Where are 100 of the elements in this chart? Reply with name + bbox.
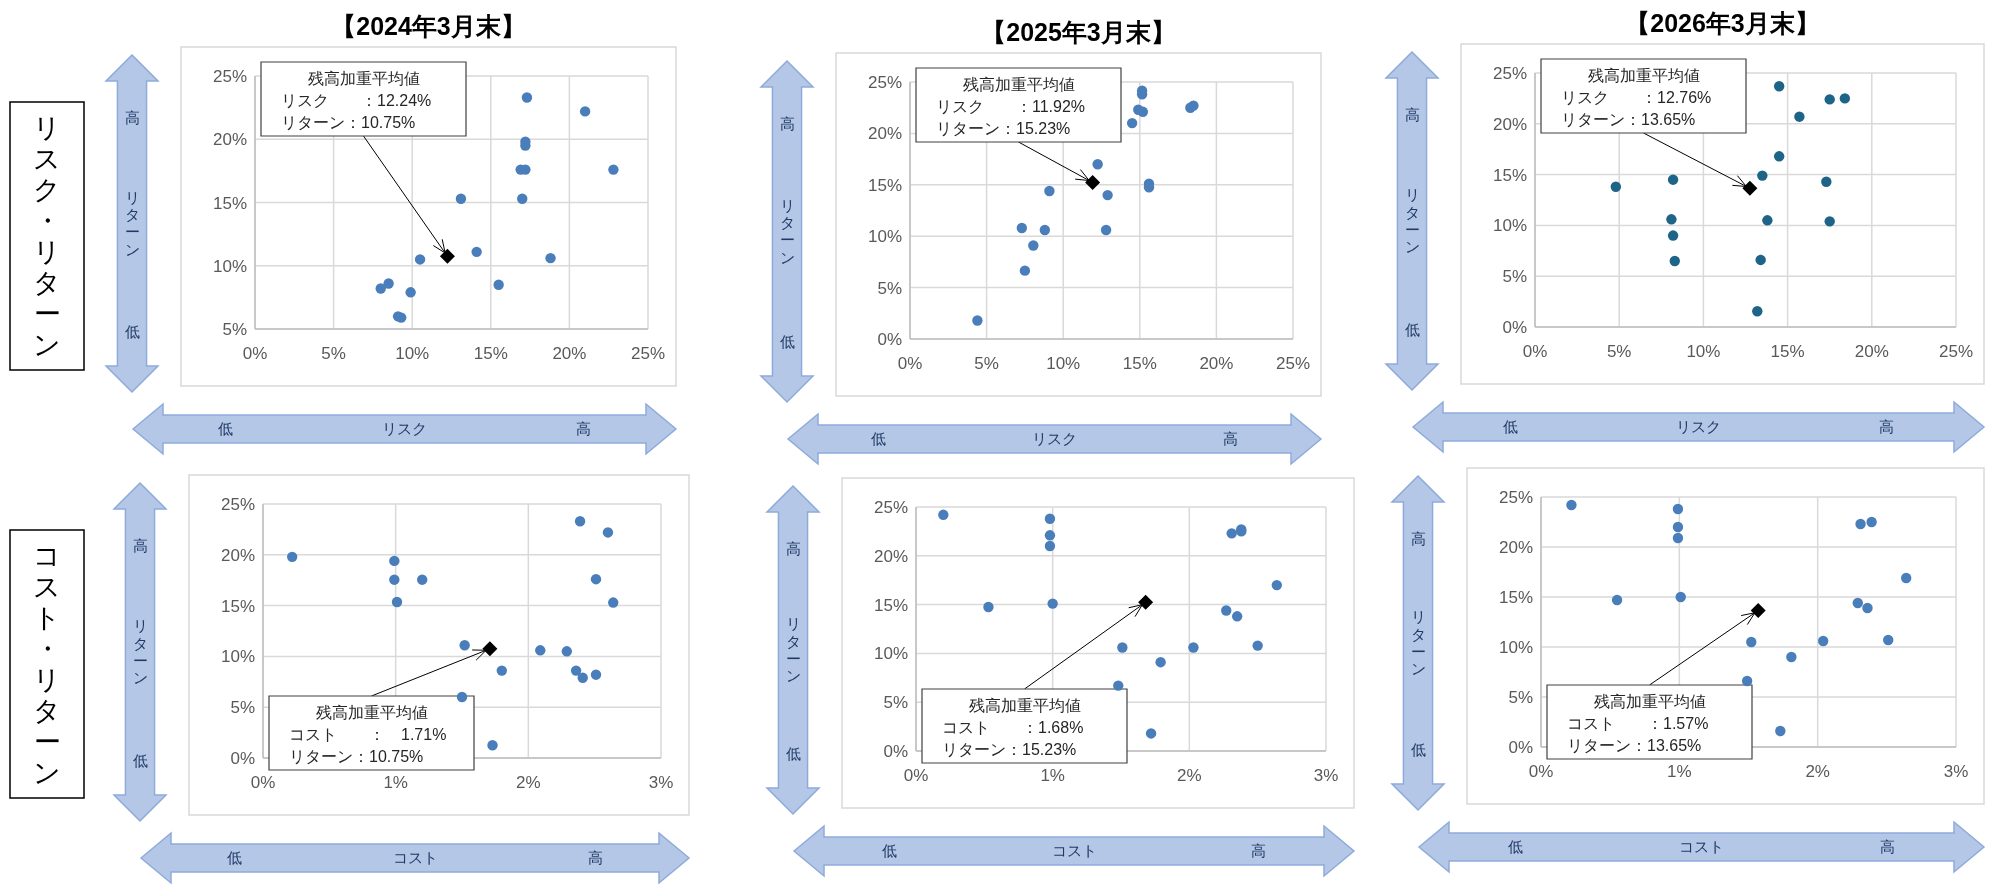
point [1852,597,1863,609]
point [1755,254,1766,266]
x-tick-label: 15% [1122,354,1157,373]
y-tick-label: 25% [1492,64,1527,83]
chart-title: 【2025年3月末】 [981,18,1176,46]
text: 高 [1251,842,1267,859]
point [1762,215,1773,226]
text: 高 [588,849,604,866]
annotation: 残高加重平均値 [315,704,428,721]
text: 高 [1222,430,1238,447]
annotation: リターン：13.65% [1561,111,1696,128]
x-tick-label: 25% [630,344,666,363]
text: 低 [779,333,795,350]
point [1666,214,1677,225]
point [417,574,428,585]
point [1741,675,1753,687]
y-tick-label: 25% [873,498,908,517]
point [590,669,602,680]
point [1145,728,1157,739]
y-tick-label: 5% [883,693,908,713]
point [1044,185,1055,197]
x-axis-title: リスク [382,420,427,437]
x-axis-title: コスト [1679,838,1724,855]
text: 低 [871,430,887,447]
point [456,691,468,703]
point [1102,189,1113,201]
annotation: リスク ：12.24% [281,92,432,109]
y-tick-label: 25% [220,495,255,514]
point [1752,306,1763,317]
point [938,509,949,521]
y-tick-label: 5% [1508,688,1533,707]
point [1750,603,1766,618]
y-axis-title: リターン [785,615,801,685]
point [1610,181,1622,192]
point [389,574,400,585]
text: 高 [576,420,592,437]
x-tick-label: 0% [903,766,929,785]
y-tick-label: 5% [1502,267,1527,287]
point [1672,503,1684,515]
y-tick-label: 15% [867,175,902,195]
y-tick-label: 0% [877,330,902,349]
annotation: リターン：10.75% [281,114,416,131]
y-tick-label: 10% [220,647,255,667]
point [1226,528,1237,539]
point [1271,579,1282,591]
text: 高 [1880,838,1896,855]
y-axis-title: リターン [1410,608,1426,678]
text: 低 [226,849,242,866]
point [1862,602,1873,614]
point [459,640,470,651]
x-tick-label: 15% [473,344,508,363]
y-tick-label: 25% [867,73,902,92]
point [535,645,546,656]
point [1775,725,1786,737]
x-tick-label: 3% [648,773,674,792]
point [493,279,504,290]
point [1794,111,1805,122]
text: 低 [1507,838,1523,855]
text: コスト・リターン [33,540,61,789]
x-tick-label: 3% [1943,762,1969,781]
text: 低 [124,323,140,340]
point [1252,640,1263,651]
point [561,646,573,657]
point [375,283,386,294]
x-tick-label: 5% [1606,342,1632,361]
point [517,193,528,204]
x-tick-label: 2% [1805,762,1830,781]
chart-title: 【2026年3月末】 [1625,9,1820,37]
annotation: リターン：15.23% [936,120,1071,137]
point [496,665,507,676]
annotation: コスト ：1.57% [1567,715,1709,732]
y-tick-label: 15% [873,595,908,615]
point [1824,216,1835,227]
point [1901,572,1912,584]
point [439,248,455,264]
text: 高 [785,540,801,557]
point [1669,255,1680,267]
x-tick-label: 2% [516,773,541,792]
point [383,278,394,289]
y-tick-label: 10% [1492,216,1527,236]
point [579,106,591,117]
text: リスク・リターン [33,112,61,361]
y-tick-label: 10% [1498,638,1533,657]
point [455,193,467,204]
annotation: 残高加重平均値 [1587,67,1700,84]
annotation: リターン：13.65% [1567,737,1702,754]
x-tick-label: 10% [1686,342,1721,361]
point [1113,680,1124,691]
point [1824,94,1835,105]
point [414,254,426,265]
point [1672,532,1684,544]
x-tick-label: 0% [250,773,276,792]
chart-title: 【2024年3月末】 [331,12,526,40]
point [577,672,588,683]
point [391,596,403,608]
y-tick-label: 5% [230,698,255,718]
point [1821,176,1832,187]
point [1667,174,1679,185]
y-tick-label: 20% [1492,114,1527,134]
text: 低 [881,842,897,859]
